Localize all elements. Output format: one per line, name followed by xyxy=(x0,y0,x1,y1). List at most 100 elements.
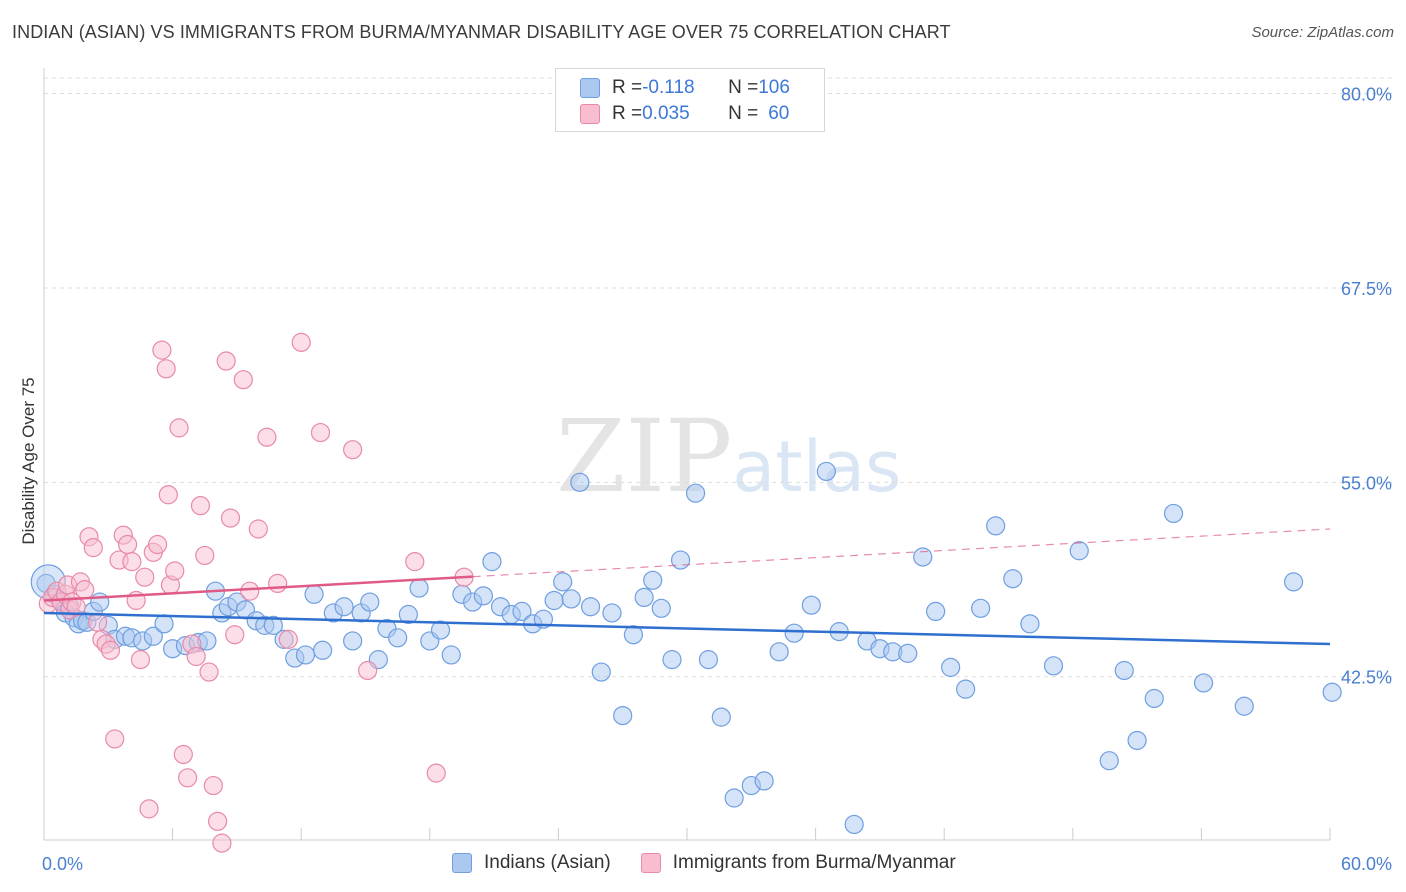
data-point xyxy=(156,359,176,379)
data-point xyxy=(1003,569,1023,589)
data-point xyxy=(190,496,211,516)
data-point xyxy=(602,603,622,623)
data-point xyxy=(139,799,159,819)
legend-row-indians: R = -0.118 N = 106 xyxy=(580,75,790,101)
source-label: Source: ZipAtlas.com xyxy=(1251,24,1394,41)
legend-r-label: R = xyxy=(612,77,643,98)
data-point xyxy=(199,662,219,682)
data-point xyxy=(388,628,408,648)
data-point xyxy=(1144,688,1164,709)
correlation-legend: R = -0.118 N = 106 R = 0.035 N = 60 xyxy=(555,68,825,132)
data-point xyxy=(430,620,451,640)
data-point xyxy=(358,660,378,681)
data-point xyxy=(195,545,215,566)
data-point xyxy=(405,552,425,572)
data-point xyxy=(670,550,691,570)
data-point xyxy=(926,601,946,622)
data-point xyxy=(117,534,138,555)
data-point xyxy=(1020,614,1040,634)
data-point xyxy=(844,814,864,835)
data-point xyxy=(623,625,644,645)
data-point xyxy=(651,598,671,618)
legend-swatch-indians xyxy=(452,853,472,873)
legend-item-indians[interactable]: Indians (Asian) xyxy=(452,852,611,874)
data-point xyxy=(100,640,121,660)
data-point xyxy=(971,598,991,618)
y-tick-label: 55.0% xyxy=(1341,473,1392,493)
data-point xyxy=(220,508,241,528)
y-axis-label: Disability Age Over 75 xyxy=(19,377,38,544)
data-point xyxy=(409,578,429,598)
trend-line-dashed xyxy=(472,528,1331,578)
data-point xyxy=(769,642,789,662)
data-point xyxy=(212,833,232,853)
trend-line xyxy=(43,611,1331,646)
data-point xyxy=(398,604,418,625)
legend-n-value: 106 xyxy=(758,77,790,98)
data-point xyxy=(173,744,193,765)
data-point xyxy=(186,646,206,667)
data-point xyxy=(685,483,706,503)
data-point xyxy=(816,461,836,482)
data-point xyxy=(613,705,633,726)
data-point xyxy=(343,440,363,460)
legend-swatch-indians xyxy=(580,78,600,98)
data-point xyxy=(143,626,163,646)
data-point xyxy=(1114,660,1134,681)
data-point xyxy=(225,625,245,645)
data-point xyxy=(426,763,446,783)
data-point xyxy=(203,775,223,796)
y-tick-label: 67.5% xyxy=(1341,279,1392,299)
data-point xyxy=(591,662,611,682)
data-point xyxy=(1283,572,1304,592)
data-point xyxy=(75,580,95,600)
legend-n-label: N = xyxy=(728,103,759,124)
axis-labels: 80.0% 67.5% 55.0% 42.5% 0.0% 60.0% Disability … xyxy=(19,85,1392,874)
data-point xyxy=(233,370,253,390)
data-point xyxy=(257,427,277,447)
data-point xyxy=(165,561,185,581)
data-point xyxy=(360,592,380,612)
data-point xyxy=(711,707,731,727)
y-tick-label: 42.5% xyxy=(1341,668,1392,688)
legend-r-value: -0.118 xyxy=(642,77,695,98)
data-point xyxy=(87,612,108,632)
legend-label-burma: Immigrants from Burma/Myanmar xyxy=(672,852,956,873)
legend-item-burma[interactable]: Immigrants from Burma/Myanmar xyxy=(640,852,956,874)
data-point xyxy=(291,332,311,352)
data-point xyxy=(263,615,283,635)
data-point xyxy=(441,645,461,665)
data-point xyxy=(1069,541,1089,561)
data-point xyxy=(561,589,581,609)
data-point xyxy=(698,650,719,670)
data-point xyxy=(248,519,268,539)
data-point xyxy=(334,597,354,617)
data-point xyxy=(941,657,961,677)
data-point xyxy=(986,516,1006,536)
data-point xyxy=(208,811,228,831)
legend-label-indians: Indians (Asian) xyxy=(484,852,611,873)
data-point xyxy=(83,538,103,558)
y-tick-label: 80.0% xyxy=(1341,85,1392,105)
axes xyxy=(43,68,1331,841)
data-point xyxy=(295,645,316,665)
data-point xyxy=(1163,503,1184,524)
legend-n-value: 60 xyxy=(768,103,790,124)
data-point xyxy=(956,679,976,699)
legend-swatch-burma xyxy=(580,104,600,124)
data-point xyxy=(634,587,654,608)
data-point xyxy=(801,595,821,615)
series-indians-asian xyxy=(30,461,1342,835)
data-point xyxy=(278,629,298,649)
x-tick-label: 0.0% xyxy=(42,854,83,874)
x-tick-label: 60.0% xyxy=(1341,854,1392,874)
data-point xyxy=(784,623,804,643)
legend-r-label: R = xyxy=(612,103,643,124)
data-point xyxy=(580,597,601,617)
data-point xyxy=(90,592,110,612)
legend-row-burma: R = 0.035 N = 60 xyxy=(580,101,789,127)
data-point xyxy=(130,650,151,670)
data-point xyxy=(913,547,933,567)
data-point xyxy=(216,351,236,371)
data-point xyxy=(1127,730,1147,751)
